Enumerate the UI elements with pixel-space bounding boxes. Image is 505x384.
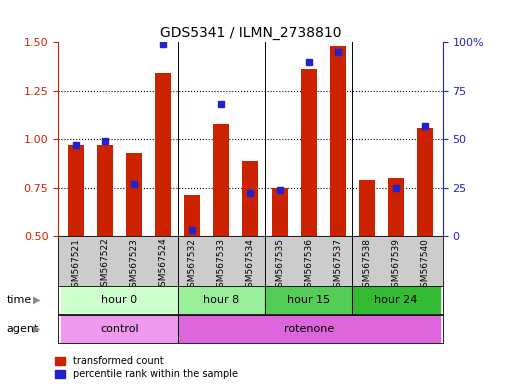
- Text: ▶: ▶: [33, 324, 40, 334]
- Text: rotenone: rotenone: [283, 324, 333, 334]
- Text: GSM567532: GSM567532: [187, 238, 196, 293]
- Bar: [271, 188, 287, 236]
- Text: GSM567537: GSM567537: [333, 238, 342, 293]
- Bar: [96, 145, 113, 236]
- Text: GSM567523: GSM567523: [129, 238, 138, 293]
- Bar: [417, 127, 432, 236]
- Bar: [213, 124, 229, 236]
- Bar: [300, 70, 316, 236]
- Text: GSM567538: GSM567538: [362, 238, 371, 293]
- Bar: [126, 153, 142, 236]
- Text: GSM567521: GSM567521: [71, 238, 80, 293]
- Bar: [177, 315, 439, 343]
- Text: hour 24: hour 24: [374, 295, 417, 305]
- Text: GSM567534: GSM567534: [245, 238, 255, 293]
- Text: GSM567539: GSM567539: [391, 238, 400, 293]
- Bar: [61, 286, 177, 314]
- Text: GSM567540: GSM567540: [420, 238, 429, 293]
- Bar: [352, 286, 439, 314]
- Text: GSM567535: GSM567535: [275, 238, 283, 293]
- Text: GSM567524: GSM567524: [158, 238, 167, 292]
- Bar: [387, 178, 403, 236]
- Text: ▶: ▶: [33, 295, 40, 305]
- Text: agent: agent: [7, 324, 39, 334]
- Text: time: time: [7, 295, 32, 305]
- Text: hour 0: hour 0: [101, 295, 137, 305]
- Text: hour 8: hour 8: [203, 295, 239, 305]
- Bar: [265, 286, 352, 314]
- Bar: [242, 161, 258, 236]
- Legend: transformed count, percentile rank within the sample: transformed count, percentile rank withi…: [56, 356, 237, 379]
- Text: hour 15: hour 15: [287, 295, 330, 305]
- Text: GSM567522: GSM567522: [100, 238, 109, 292]
- Text: GSM567533: GSM567533: [217, 238, 225, 293]
- Bar: [155, 73, 171, 236]
- Text: control: control: [100, 324, 138, 334]
- Title: GDS5341 / ILMN_2738810: GDS5341 / ILMN_2738810: [160, 26, 340, 40]
- Bar: [68, 145, 83, 236]
- Bar: [358, 180, 374, 236]
- Bar: [184, 195, 200, 236]
- Bar: [61, 315, 177, 343]
- Bar: [329, 46, 345, 236]
- Bar: [177, 286, 265, 314]
- Text: GSM567536: GSM567536: [304, 238, 313, 293]
